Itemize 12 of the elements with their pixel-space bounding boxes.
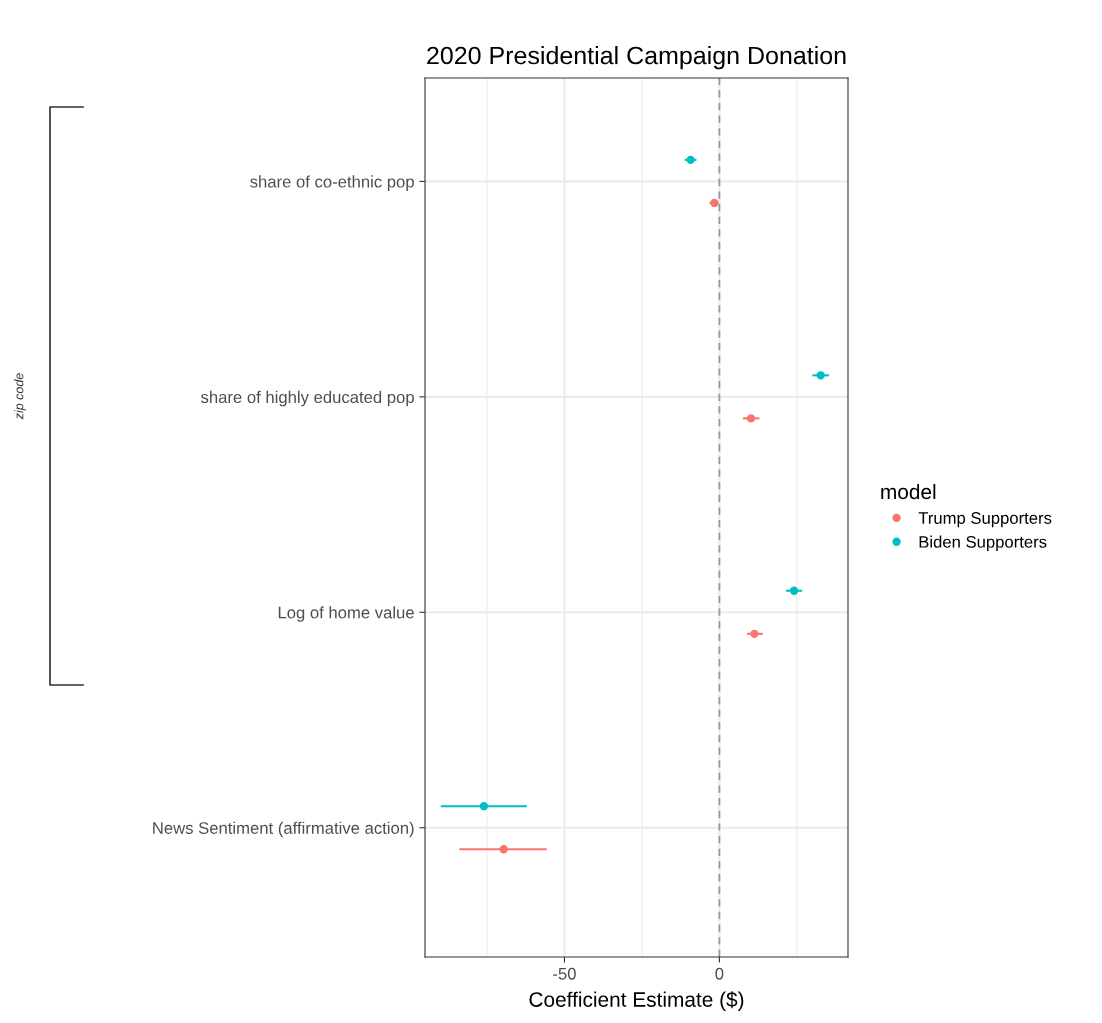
y-tick-label: Log of home value xyxy=(278,606,414,622)
y-tick-label: News Sentiment (affirmative action) xyxy=(153,821,414,838)
x-tick-label: 0 xyxy=(715,967,724,980)
legend-label: Biden Supporters xyxy=(919,535,1047,552)
legend-title: model xyxy=(881,483,936,500)
text: zip code xyxy=(14,373,26,420)
x-tick-label: -50 xyxy=(553,967,576,980)
y-tick-label: share of co-ethnic pop xyxy=(250,175,414,191)
y-tick-label: share of highly educated pop xyxy=(201,390,414,407)
x-axis-title: Coefficient Estimate ($) xyxy=(529,991,744,1012)
legend-label: Trump Supporters xyxy=(918,512,1052,528)
chart-title: 2020 Presidential Campaign Donation xyxy=(427,45,846,70)
